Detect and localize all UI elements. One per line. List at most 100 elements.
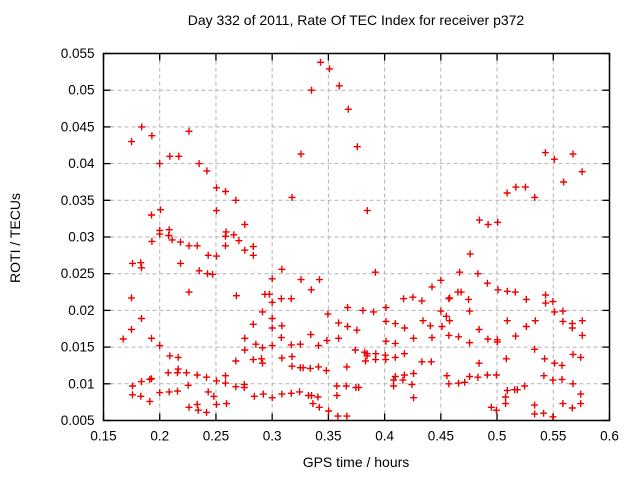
scatter-marker [512, 183, 520, 191]
scatter-marker [409, 293, 417, 301]
scatter-marker [203, 373, 210, 381]
scatter-marker [175, 152, 183, 160]
scatter-marker [475, 326, 483, 333]
scatter-marker [521, 382, 529, 390]
scatter-marker [551, 359, 559, 367]
scatter-marker [213, 207, 220, 215]
scatter-marker [503, 317, 511, 325]
scatter-marker [569, 150, 577, 158]
scatter-marker [193, 242, 201, 250]
scatter-marker [541, 355, 549, 363]
scatter-marker [503, 189, 511, 197]
y-tick-label: 0.035 [61, 193, 95, 208]
scatter-marker [484, 221, 492, 228]
scatter-marker [317, 58, 324, 66]
scatter-marker [324, 310, 332, 318]
scatter-marker [549, 413, 557, 421]
scatter-marker [578, 331, 586, 339]
scatter-marker [344, 304, 352, 311]
scatter-marker [249, 243, 257, 250]
scatter-marker [549, 376, 557, 384]
scatter-marker [522, 295, 530, 303]
scatter-marker [174, 369, 181, 377]
x-axis-label: GPS time / hours [302, 454, 410, 470]
scatter-marker [166, 152, 174, 160]
scatter-marker [428, 283, 436, 291]
scatter-marker [372, 356, 380, 364]
scatter-marker [174, 387, 181, 395]
scatter-marker [408, 381, 416, 388]
scatter-marker [502, 355, 510, 363]
scatter-marker [344, 323, 352, 330]
scatter-marker [146, 397, 154, 405]
scatter-marker [185, 242, 193, 250]
scatter-marker [503, 287, 511, 295]
scatter-marker [235, 237, 243, 245]
x-tick-label: 0.25 [203, 429, 229, 444]
scatter-marker [465, 295, 473, 303]
scatter-marker [278, 390, 286, 398]
x-tick-label: 0.15 [90, 429, 116, 444]
scatter-marker [232, 292, 240, 300]
scatter-marker [483, 371, 491, 379]
scatter-marker [148, 334, 155, 342]
scatter-marker [343, 412, 351, 420]
scatter-marker [531, 410, 539, 418]
scatter-marker [128, 138, 136, 146]
scatter-marker [410, 394, 418, 402]
scatter-marker [146, 375, 154, 383]
scatter-marker [309, 400, 317, 408]
scatter-marker [382, 356, 390, 364]
y-tick-label: 0.045 [61, 119, 95, 134]
scatter-marker [391, 339, 399, 347]
scatter-marker [177, 259, 184, 267]
scatter-marker [492, 406, 500, 414]
scatter-marker [487, 403, 495, 411]
scatter-marker [445, 331, 453, 339]
scatter-marker [204, 251, 212, 259]
scatter-marker [213, 377, 220, 385]
scatter-marker [265, 290, 273, 298]
scatter-marker [390, 376, 398, 384]
scatter-marker [252, 340, 260, 348]
scatter-marker [277, 334, 285, 342]
x-tick-label: 0.6 [600, 429, 619, 444]
scatter-marker [148, 237, 156, 245]
y-tick-label: 0.025 [61, 266, 95, 281]
scatter-marker [353, 326, 361, 334]
scatter-marker [138, 378, 145, 386]
scatter-marker [333, 392, 341, 399]
scatter-marker [138, 264, 145, 272]
scatter-marker [400, 350, 408, 358]
scatter-marker [314, 393, 322, 401]
scatter-marker [222, 188, 229, 195]
scatter-marker [559, 317, 567, 325]
scatter-marker [166, 352, 174, 360]
scatter-marker [138, 123, 146, 131]
scatter-marker [128, 294, 135, 302]
scatter-marker [299, 364, 307, 372]
scatter-marker [164, 369, 172, 377]
scatter-marker [400, 371, 408, 379]
scatter-marker [437, 307, 445, 315]
scatter-marker [268, 298, 276, 306]
scatter-marker [249, 320, 257, 328]
chart-title: Day 332 of 2011, Rate Of TEC Index for r… [187, 12, 525, 28]
scatter-marker [455, 333, 463, 341]
scatter-marker [258, 355, 265, 363]
scatter-marker [461, 378, 469, 386]
scatter-marker [474, 270, 482, 278]
scatter-marker [578, 317, 586, 325]
scatter-marker [558, 361, 566, 369]
scatter-marker [418, 297, 426, 305]
scatter-marker [277, 295, 285, 303]
scatter-marker [232, 357, 240, 365]
scatter-marker [326, 65, 333, 73]
scatter-marker [195, 267, 203, 275]
scatter-marker [288, 193, 296, 201]
scatter-marker [213, 400, 220, 408]
scatter-marker [494, 286, 502, 294]
scatter-marker [307, 331, 315, 339]
scatter-marker [445, 295, 453, 303]
